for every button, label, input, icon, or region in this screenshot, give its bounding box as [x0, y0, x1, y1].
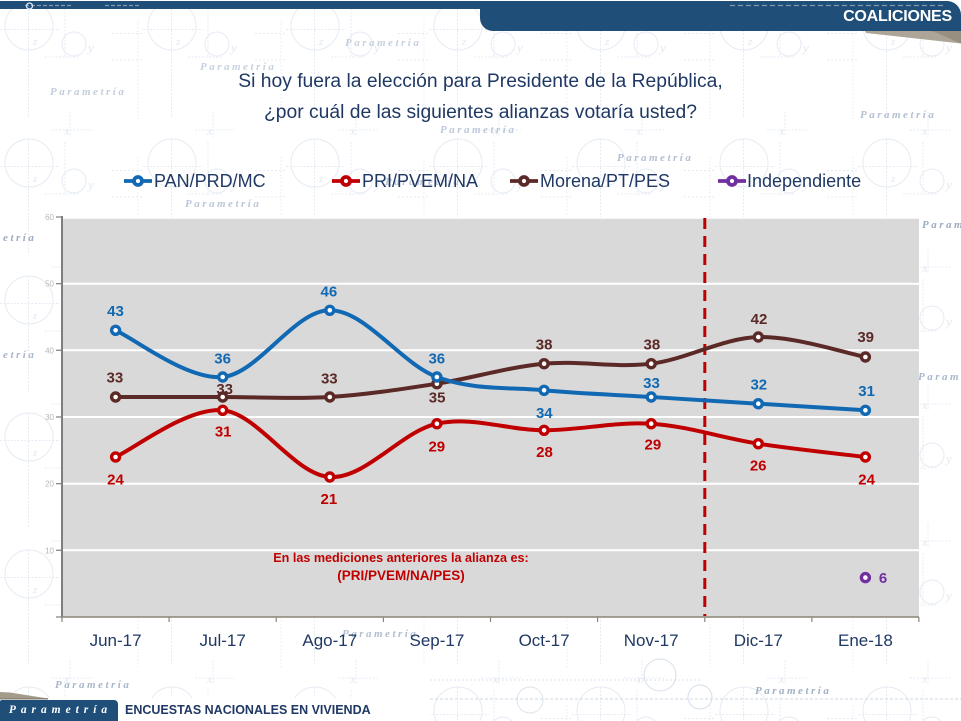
svg-text:30: 30 — [45, 413, 54, 422]
svg-text:36: 36 — [214, 350, 231, 367]
svg-text:38: 38 — [644, 337, 661, 354]
svg-text:Parametría: Parametría — [385, 176, 461, 188]
svg-text:Parametría: Parametría — [0, 349, 36, 361]
svg-text:24: 24 — [107, 471, 124, 488]
svg-text:24: 24 — [858, 471, 875, 488]
svg-text:33: 33 — [107, 370, 124, 387]
svg-text:Ago-17: Ago-17 — [302, 631, 357, 650]
svg-text:28: 28 — [536, 444, 553, 461]
svg-text:46: 46 — [321, 283, 338, 300]
svg-text:Parametría: Parametría — [185, 198, 261, 210]
svg-text:Parametría: Parametría — [918, 371, 961, 383]
svg-text:33: 33 — [321, 370, 338, 387]
svg-text:42: 42 — [751, 311, 768, 328]
svg-text:21: 21 — [321, 491, 338, 508]
svg-text:33: 33 — [216, 381, 233, 398]
svg-text:20: 20 — [45, 480, 54, 489]
svg-text:29: 29 — [645, 437, 662, 454]
svg-text:Jun-17: Jun-17 — [90, 631, 142, 650]
svg-text:Parametría: Parametría — [440, 124, 516, 136]
svg-text:Nov-17: Nov-17 — [624, 631, 679, 650]
svg-text:Ene-18: Ene-18 — [838, 631, 893, 650]
svg-text:35: 35 — [429, 389, 446, 406]
svg-text:Jul-17: Jul-17 — [200, 631, 246, 650]
svg-text:Parametría: Parametría — [922, 219, 961, 231]
svg-text:38: 38 — [536, 337, 553, 354]
svg-text:Parametría: Parametría — [200, 61, 276, 73]
svg-text:Parametría: Parametría — [342, 628, 418, 640]
svg-text:Parametría: Parametría — [345, 37, 421, 49]
svg-text:(PRI/PVEM/NA/PES): (PRI/PVEM/NA/PES) — [337, 568, 465, 583]
svg-text:34: 34 — [536, 405, 553, 422]
svg-text:Parametría: Parametría — [0, 232, 36, 244]
svg-text:10: 10 — [45, 546, 54, 555]
svg-text:33: 33 — [643, 375, 660, 392]
svg-text:En las mediciones anteriores l: En las mediciones anteriores la alianza … — [273, 551, 529, 565]
svg-text:39: 39 — [857, 329, 874, 346]
svg-text:Parametría: Parametría — [860, 109, 936, 121]
svg-text:32: 32 — [750, 376, 767, 393]
svg-text:31: 31 — [858, 383, 875, 400]
svg-text:60: 60 — [45, 213, 54, 222]
svg-text:Sep-17: Sep-17 — [409, 631, 464, 650]
svg-text:Parametría: Parametría — [50, 86, 126, 98]
svg-text:31: 31 — [215, 424, 232, 441]
svg-text:50: 50 — [45, 280, 54, 289]
svg-text:Oct-17: Oct-17 — [519, 631, 570, 650]
svg-text:40: 40 — [45, 346, 54, 355]
svg-text:29: 29 — [428, 439, 445, 456]
svg-text:Parametría: Parametría — [55, 679, 131, 691]
svg-text:36: 36 — [428, 351, 445, 368]
svg-text:Parametría: Parametría — [755, 685, 831, 697]
svg-text:Parametría: Parametría — [617, 152, 693, 164]
svg-text:43: 43 — [107, 303, 124, 320]
svg-text:Dic-17: Dic-17 — [734, 631, 783, 650]
svg-text:26: 26 — [750, 457, 767, 474]
svg-text:6: 6 — [879, 570, 887, 587]
